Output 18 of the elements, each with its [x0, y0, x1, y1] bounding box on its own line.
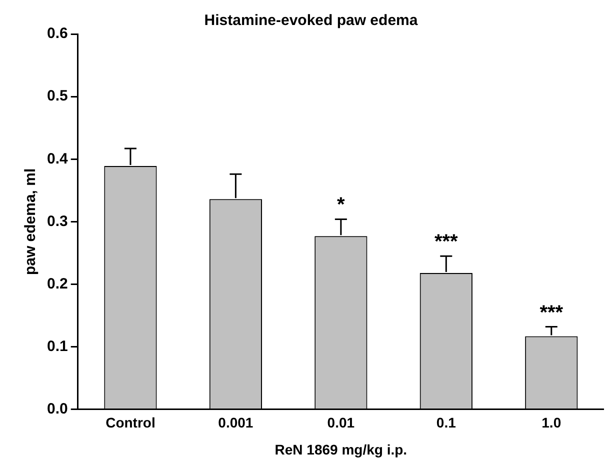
x-tick-label: 0.001 — [218, 414, 254, 431]
y-tick-label: 0.1 — [46, 338, 68, 355]
y-tick-label: 0.4 — [46, 150, 68, 168]
x-axis-title: ReN 1869 mg/kg i.p. — [274, 441, 408, 458]
y-tick-label: 0.0 — [46, 400, 68, 418]
y-tick-label: 0.5 — [46, 88, 68, 105]
x-tick-label: Control — [106, 414, 156, 431]
y-tick-label: 0.2 — [46, 275, 68, 292]
y-axis-title: paw edema, ml — [22, 168, 40, 276]
y-tick-label: 0.6 — [46, 25, 68, 42]
annotation: *** — [540, 302, 564, 324]
annotation: *** — [434, 231, 458, 254]
x-tick-label: 0.01 — [327, 414, 355, 431]
x-tick-label: 0.1 — [436, 414, 456, 431]
x-tick-label: 1.0 — [542, 414, 562, 431]
chart-title: Histamine-evoked paw edema — [204, 12, 418, 30]
y-tick-label: 0.3 — [46, 212, 68, 230]
annotation: * — [337, 194, 346, 216]
